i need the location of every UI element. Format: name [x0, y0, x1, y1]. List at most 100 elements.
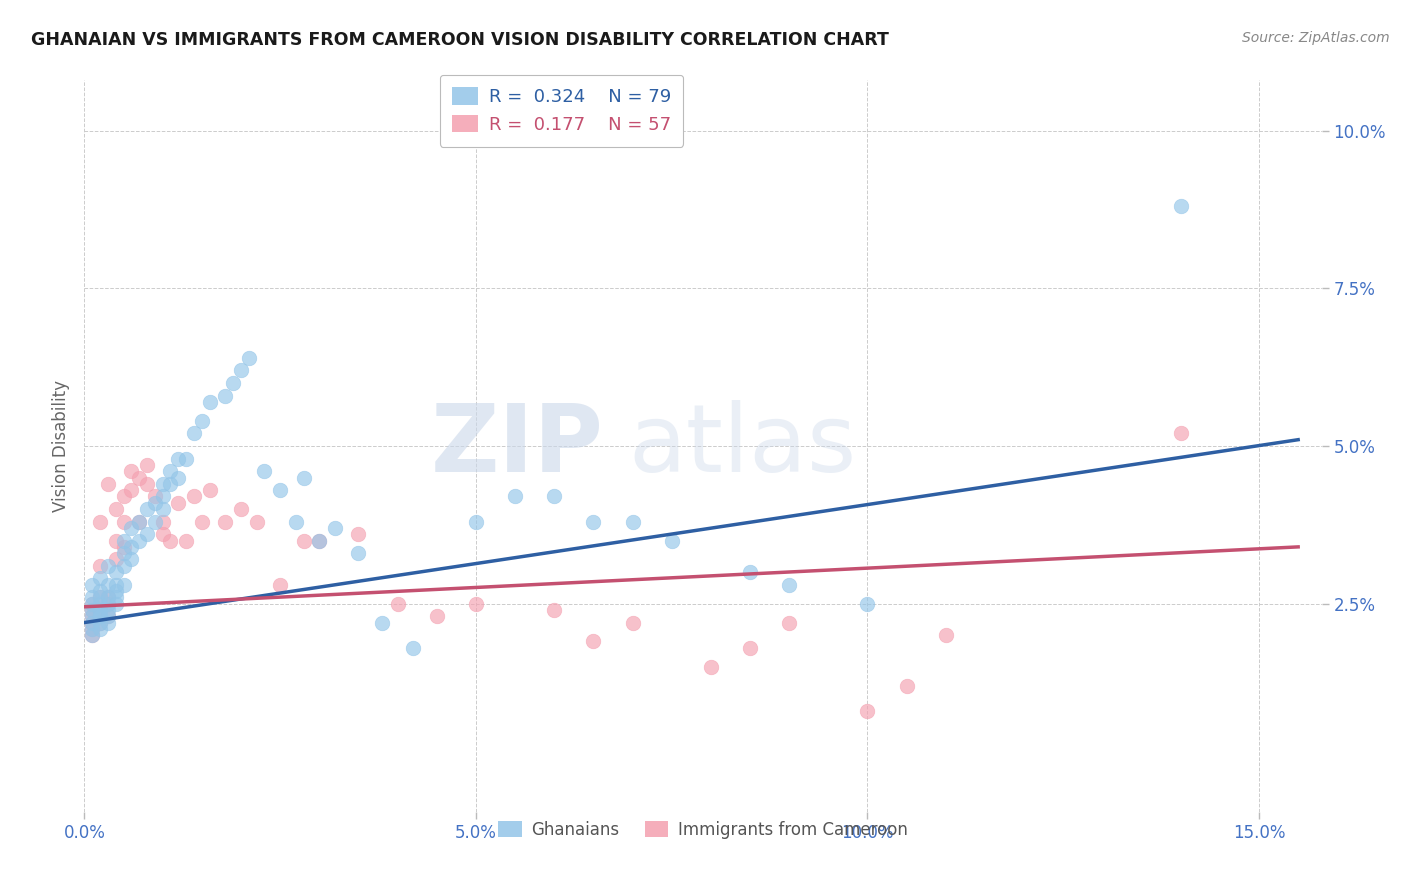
Point [371, 615, 394, 630]
Point [112, 490, 135, 504]
Point [167, 451, 190, 466]
Point [97, 603, 120, 617]
Text: Source: ZipAtlas.com: Source: ZipAtlas.com [1241, 31, 1389, 45]
Point [82, 628, 104, 642]
Point [198, 395, 221, 409]
Point [120, 521, 142, 535]
Point [104, 565, 127, 579]
Point [238, 351, 260, 365]
Point [112, 558, 135, 573]
Point [104, 591, 127, 605]
Point [82, 597, 104, 611]
Point [82, 603, 104, 617]
Point [112, 540, 135, 554]
Point [308, 533, 330, 548]
Point [97, 558, 120, 573]
Point [191, 515, 214, 529]
Point [183, 490, 205, 504]
Point [778, 615, 800, 630]
Text: atlas: atlas [628, 400, 858, 492]
Point [136, 458, 159, 472]
Point [128, 470, 150, 484]
Point [89, 603, 111, 617]
Point [82, 609, 104, 624]
Point [284, 515, 307, 529]
Point [143, 515, 166, 529]
Point [89, 515, 111, 529]
Legend: Ghanaians, Immigrants from Cameroon: Ghanaians, Immigrants from Cameroon [489, 813, 917, 847]
Point [104, 584, 127, 599]
Point [112, 515, 135, 529]
Point [152, 490, 174, 504]
Point [104, 502, 127, 516]
Point [82, 622, 104, 636]
Point [112, 578, 135, 592]
Point [621, 615, 644, 630]
Point [503, 490, 526, 504]
Point [82, 615, 104, 630]
Point [112, 546, 135, 560]
Point [143, 496, 166, 510]
Point [214, 515, 236, 529]
Point [89, 584, 111, 599]
Point [82, 603, 104, 617]
Point [97, 609, 120, 624]
Point [82, 609, 104, 624]
Point [97, 609, 120, 624]
Point [159, 476, 181, 491]
Point [82, 591, 104, 605]
Point [253, 464, 276, 478]
Point [621, 515, 644, 529]
Point [104, 533, 127, 548]
Point [582, 515, 605, 529]
Point [136, 527, 159, 541]
Point [89, 622, 111, 636]
Point [292, 470, 315, 484]
Point [128, 515, 150, 529]
Point [89, 558, 111, 573]
Point [543, 603, 565, 617]
Point [82, 615, 104, 630]
Point [97, 476, 120, 491]
Point [661, 533, 683, 548]
Point [143, 490, 166, 504]
Point [152, 476, 174, 491]
Point [347, 527, 370, 541]
Point [89, 597, 111, 611]
Point [104, 552, 127, 566]
Point [152, 502, 174, 516]
Point [214, 388, 236, 402]
Point [112, 533, 135, 548]
Point [896, 679, 918, 693]
Point [89, 591, 111, 605]
Point [183, 426, 205, 441]
Point [97, 591, 120, 605]
Point [104, 578, 127, 592]
Point [128, 515, 150, 529]
Point [856, 704, 879, 718]
Point [159, 533, 181, 548]
Point [120, 540, 142, 554]
Point [426, 609, 449, 624]
Point [120, 464, 142, 478]
Point [269, 578, 291, 592]
Point [97, 615, 120, 630]
Point [82, 578, 104, 592]
Point [778, 578, 800, 592]
Point [89, 603, 111, 617]
Point [159, 464, 181, 478]
Point [82, 622, 104, 636]
Point [292, 533, 315, 548]
Point [1170, 199, 1192, 213]
Point [136, 476, 159, 491]
Point [89, 615, 111, 630]
Point [152, 527, 174, 541]
Point [582, 634, 605, 648]
Point [308, 533, 330, 548]
Point [104, 597, 127, 611]
Point [167, 496, 190, 510]
Point [120, 552, 142, 566]
Point [89, 571, 111, 585]
Point [935, 628, 957, 642]
Point [464, 597, 486, 611]
